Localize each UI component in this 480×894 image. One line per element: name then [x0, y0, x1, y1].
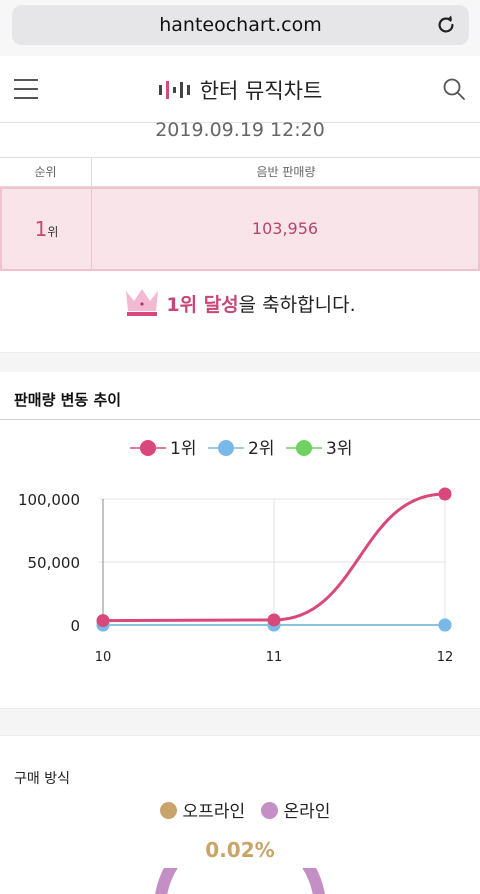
- chart-legend: 1위 2위 3위: [130, 439, 352, 459]
- logo-text: 한터 뮤직차트: [199, 79, 323, 103]
- table-row: 1위 103,956: [0, 187, 480, 271]
- rank-table: 순위 음반 판매량 1위 103,956: [0, 157, 480, 271]
- x-tick-label: 10: [95, 650, 112, 665]
- sales-trend-chart: 1위 2위 3위 100,000 50,000 0 10 11 12: [18, 439, 453, 665]
- rank-number: 1: [34, 217, 48, 241]
- y-tick-label: 100,000: [18, 491, 80, 509]
- col-sales-header: 음반 판매량: [256, 165, 316, 179]
- donut-slice-online: [155, 868, 325, 894]
- legend-dot-offline: [159, 802, 177, 819]
- data-point: [96, 614, 110, 628]
- congrats-rest: 을 축하합니다.: [238, 294, 356, 316]
- y-tick-label: 0: [70, 617, 80, 635]
- site-logo[interactable]: 한터 뮤직차트: [0, 75, 480, 105]
- congrats-message: 1위 달성을 축하합니다.: [0, 287, 480, 317]
- section-divider: [0, 352, 480, 372]
- address-bar[interactable]: hanteochart.com: [12, 5, 469, 45]
- hamburger-menu-icon[interactable]: [14, 79, 38, 99]
- legend-marker: [296, 440, 312, 456]
- search-icon[interactable]: [442, 77, 466, 101]
- app-header: 한터 뮤직차트: [0, 57, 480, 123]
- table-header: 순위 음반 판매량: [0, 157, 480, 187]
- series-line: [102, 492, 446, 623]
- sales-cell: 103,956: [251, 219, 319, 238]
- title-underline: [0, 419, 480, 420]
- reload-icon[interactable]: [435, 14, 457, 36]
- data-point: [438, 487, 452, 501]
- data-point: [267, 613, 281, 627]
- chart-grid: [99, 498, 446, 629]
- data-point: [438, 618, 452, 632]
- y-tick-label: 50,000: [28, 554, 81, 572]
- purchase-method-title: 구매 방식: [14, 771, 70, 787]
- offline-percent: 0.02%: [205, 838, 275, 862]
- legend-marker: [140, 440, 156, 456]
- url-text[interactable]: hanteochart.com: [159, 14, 322, 36]
- rank-suffix: 위: [47, 225, 59, 239]
- browser-toolbar: hanteochart.com: [0, 0, 480, 56]
- chart-series: [96, 487, 452, 632]
- legend-label: 2위: [248, 439, 274, 459]
- rank-cell: 1위: [2, 189, 92, 269]
- section-divider: [0, 708, 480, 736]
- sales-trend-title: 판매량 변동 추이: [14, 391, 122, 409]
- legend-dot-online: [260, 802, 278, 819]
- x-tick-label: 11: [266, 650, 283, 665]
- purchase-legend: 오프라인 온라인: [0, 797, 480, 822]
- purchase-donut-chart: [155, 868, 325, 894]
- legend-offline-label[interactable]: 오프라인: [182, 802, 246, 822]
- congrats-highlight: 1위 달성: [166, 294, 239, 316]
- chart-ticks: 100,000 50,000 0 10 11 12: [18, 491, 453, 665]
- crown-icon: [126, 289, 159, 316]
- legend-online-label[interactable]: 온라인: [283, 802, 331, 822]
- legend-marker: [218, 440, 234, 456]
- legend-label: 3위: [326, 439, 352, 459]
- chart-datetime: 2019.09.19 12:20: [155, 119, 325, 141]
- x-tick-label: 12: [437, 650, 454, 665]
- col-rank-header: 순위: [0, 158, 92, 186]
- legend-label: 1위: [170, 439, 196, 459]
- logo-bars-icon: [158, 81, 190, 99]
